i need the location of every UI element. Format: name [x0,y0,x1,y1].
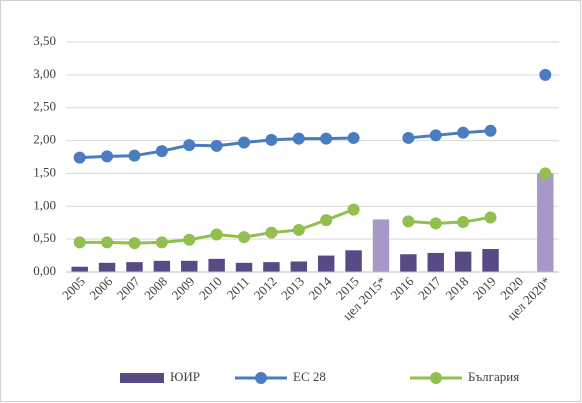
marker [101,150,114,163]
bar [235,262,253,272]
bar [345,250,362,272]
bar [71,266,88,272]
marker [539,167,552,180]
bar [153,260,171,272]
marker [484,211,497,224]
marker [128,237,141,250]
y-tick-label: 2,50 [33,99,56,114]
marker [429,129,442,142]
marker [292,223,305,236]
marker [265,226,278,239]
y-tick-label: 0,50 [33,230,56,245]
bar [537,173,554,272]
marker [457,126,470,139]
bar [372,219,390,272]
marker [292,132,305,145]
marker [429,217,442,230]
bar [482,249,499,272]
marker [238,231,251,244]
y-tick-label: 2,00 [33,132,56,147]
marker [539,68,552,81]
marker [210,228,223,241]
bar [427,252,444,272]
legend-marker [255,372,267,384]
marker [73,151,86,164]
legend-label: България [468,369,519,384]
marker [238,136,251,149]
bar [317,255,335,272]
marker [155,145,168,158]
marker [402,215,415,228]
marker [183,139,196,152]
legend-label: ЕС 28 [293,369,326,384]
bar [208,258,225,272]
legend-marker [430,372,442,384]
bar [181,260,198,272]
bar [454,251,472,272]
bar [98,262,116,272]
marker [347,131,360,144]
y-tick-label: 0,00 [33,263,56,278]
marker [320,214,333,227]
marker [320,132,333,145]
marker [402,131,415,144]
legend-label: ЮИР [170,369,200,384]
marker [73,236,86,249]
marker [347,203,360,216]
marker [128,149,141,162]
y-tick-label: 1,50 [33,164,56,179]
y-tick-label: 1,00 [33,197,56,212]
marker [484,124,497,137]
bar [126,262,143,272]
marker [155,236,168,249]
bar [263,262,280,272]
marker [101,236,114,249]
marker [265,133,278,146]
marker [183,233,196,246]
y-tick-label: 3,00 [33,66,56,81]
y-tick-label: 3,50 [33,33,56,48]
marker [210,139,223,152]
legend-swatch [120,373,164,383]
bar [290,261,308,272]
marker [457,216,470,229]
bar [400,254,417,272]
